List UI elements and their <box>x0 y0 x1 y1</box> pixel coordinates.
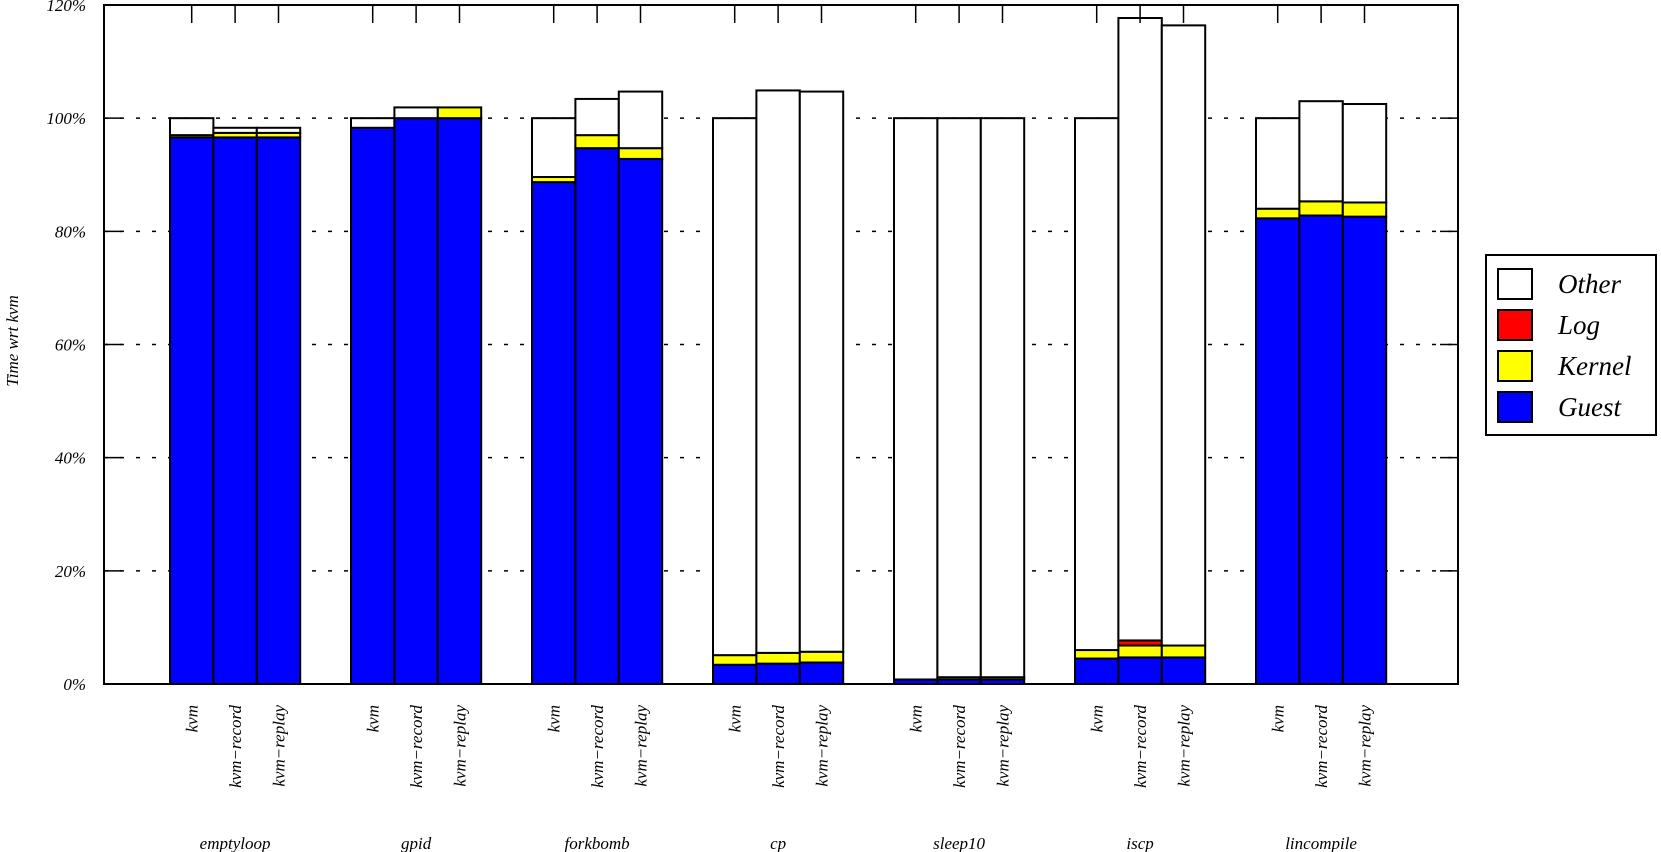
bar-segment <box>617 90 664 150</box>
y-tick-label: 120% <box>46 0 86 15</box>
bar-segment <box>712 654 758 666</box>
bar-segment <box>893 117 939 681</box>
x-tick-label: kvm <box>1269 705 1288 732</box>
group-label: cp <box>770 834 786 852</box>
bar-segment <box>212 126 258 134</box>
bar-segment <box>1255 117 1301 210</box>
y-tick-label: 100% <box>46 109 86 128</box>
x-tick-label: kvm−replay <box>451 705 470 787</box>
x-tick-label: kvm−replay <box>632 705 651 787</box>
group-label: lincompile <box>1285 834 1357 852</box>
bar-segment <box>755 89 801 654</box>
bar-segment <box>1074 117 1120 652</box>
y-axis-label: Time wrt kvm <box>3 295 22 387</box>
bar-segment <box>393 106 439 120</box>
bar-segment <box>936 117 982 679</box>
bar-segment <box>798 650 845 664</box>
bar-segment <box>255 126 302 134</box>
x-tick-label: kvm−record <box>1131 705 1150 788</box>
bar-segment <box>1160 644 1207 659</box>
x-tick-label: kvm−replay <box>1175 705 1194 787</box>
legend-swatch <box>1497 350 1533 382</box>
x-tick-label: kvm−record <box>769 705 788 788</box>
bar-segment <box>350 117 396 129</box>
bar-segment <box>531 181 577 685</box>
x-tick-label: kvm−record <box>226 705 245 788</box>
bar-segment <box>350 126 396 686</box>
y-tick-label: 20% <box>55 562 86 581</box>
x-tick-label: kvm <box>364 705 383 732</box>
bar-segment <box>1341 103 1388 204</box>
bar-segment <box>798 661 845 686</box>
group-label: sleep10 <box>933 834 985 852</box>
legend-swatch <box>1497 268 1533 300</box>
bar-segment <box>1341 201 1388 218</box>
x-tick-label: kvm−record <box>407 705 426 788</box>
x-tick-label: kvm−record <box>950 705 969 788</box>
y-tick-label: 40% <box>55 449 86 468</box>
bar-segment <box>712 117 758 657</box>
bar-segment <box>436 106 483 120</box>
y-tick-label: 0% <box>63 675 86 694</box>
x-tick-label: kvm <box>726 705 745 732</box>
legend-label: Other <box>1558 269 1621 299</box>
bar-segment <box>1298 214 1344 686</box>
bar-segment <box>1117 644 1163 659</box>
y-tick-label: 60% <box>55 336 86 355</box>
x-tick-label: kvm−replay <box>994 705 1013 787</box>
bar-segment <box>255 136 302 685</box>
x-tick-label: kvm <box>907 705 926 732</box>
bar-segment <box>1341 215 1388 685</box>
plot-frame <box>103 4 1459 685</box>
bar-segment <box>1117 17 1163 642</box>
bar-segment <box>755 651 801 665</box>
bar-segment <box>1160 24 1207 647</box>
bar-segment <box>712 663 758 685</box>
bar-segment <box>755 662 801 686</box>
group-label: emptyloop <box>200 834 271 852</box>
legend-swatch <box>1497 391 1533 423</box>
bar-segment <box>617 147 664 160</box>
bar-segment <box>169 136 215 685</box>
bar-segment <box>393 117 439 685</box>
legend-label: Log <box>1557 310 1600 340</box>
bar-segment <box>1074 657 1120 685</box>
group-label: forkbomb <box>565 834 630 852</box>
x-tick-label: kvm <box>183 705 202 732</box>
legend-swatch <box>1497 309 1533 341</box>
x-tick-label: kvm−record <box>588 705 607 788</box>
x-tick-label: kvm−replay <box>1356 705 1375 787</box>
bar-segment <box>798 90 845 653</box>
bar-segment <box>574 97 620 137</box>
group-label: iscp <box>1126 834 1153 852</box>
bar-segment <box>1255 217 1301 686</box>
bar-segment <box>531 117 577 179</box>
bar-segment <box>1255 207 1301 220</box>
bar-segment <box>169 117 215 137</box>
x-tick-label: kvm−record <box>1312 705 1331 788</box>
bar-segment <box>1298 200 1344 217</box>
bar-segment <box>1298 100 1344 203</box>
x-tick-label: kvm−replay <box>270 705 289 787</box>
x-tick-label: kvm−replay <box>813 705 832 787</box>
bar-segment <box>574 134 620 150</box>
bar-segment <box>1074 649 1120 660</box>
bar-segment <box>436 117 483 685</box>
bar-segment <box>574 147 620 686</box>
y-tick-label: 80% <box>55 222 86 241</box>
legend-label: Kernel <box>1557 351 1632 381</box>
bar-segment <box>617 157 664 685</box>
group-label: gpid <box>401 834 432 852</box>
bar-segment <box>1117 656 1163 685</box>
x-tick-label: kvm <box>545 705 564 732</box>
legend-label: Guest <box>1558 392 1622 422</box>
x-tick-label: kvm <box>1088 705 1107 732</box>
bar-segment <box>212 136 258 685</box>
bar-segment <box>979 117 1026 679</box>
bar-segment <box>1160 656 1207 685</box>
